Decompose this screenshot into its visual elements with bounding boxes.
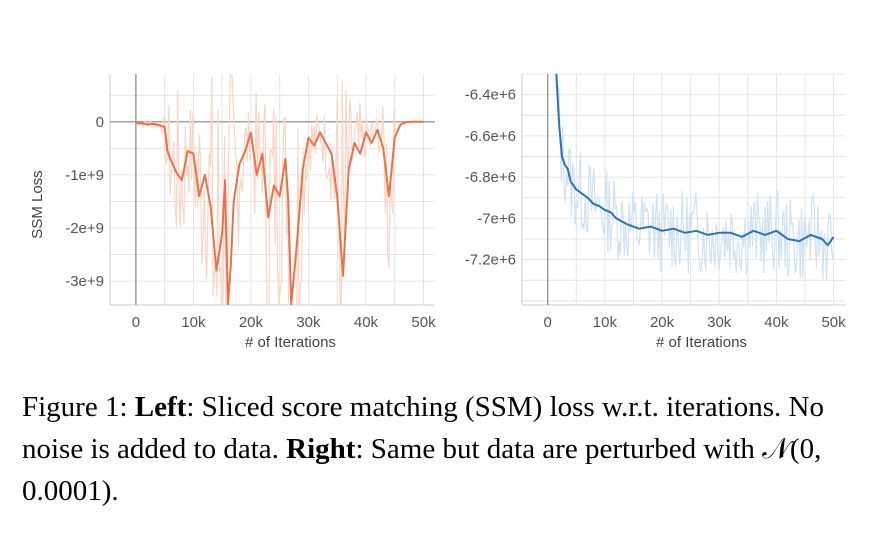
left-xtick-label: 40k — [354, 314, 379, 331]
right-xtick-label: 10k — [593, 314, 618, 331]
right-ytick-label: -6.6e+6 — [465, 128, 516, 145]
right-xtick-label: 40k — [764, 314, 789, 331]
right-x-axis-label: # of Iterations — [656, 334, 747, 351]
right-ytick-label: -7e+6 — [477, 210, 516, 227]
left-smoothed-series-line — [135, 120, 424, 305]
left-xtick-label: 20k — [239, 314, 264, 331]
left-ytick-label: -2e+9 — [65, 220, 104, 237]
caption-prefix: Figure 1: — [22, 391, 135, 423]
right-plot-area — [555, 74, 835, 281]
caption-math: 𝒩(0, 0.0001). — [22, 433, 822, 507]
right-smoothed-series-line — [555, 74, 835, 247]
right-ytick-label: -7.2e+6 — [465, 252, 516, 269]
left-xtick-label: 50k — [411, 314, 436, 331]
caption-left-text: : Sliced score matching (SSM) loss w.r.t… — [22, 391, 824, 465]
left-x-axis-label: # of Iterations — [245, 334, 336, 351]
right-xtick-label: 0 — [544, 314, 552, 331]
right-raw-series-line — [556, 74, 834, 281]
right-ytick-label: -6.8e+6 — [465, 169, 516, 186]
caption-right-label: Right — [286, 433, 356, 465]
right-chart: 0 10k 20k 30k 40k 50k -6.4e+6 -6.6e+6 -6.8e+6 -7e… — [465, 73, 846, 351]
left-y-axis-label: SSM Loss — [29, 170, 46, 238]
right-ytick-label: -6.4e+6 — [465, 87, 516, 104]
charts-figure: 0 10k 20k 30k 40k 50k 0 -1e+9 -2e+9 -3e+9 # of Ite… — [29, 73, 846, 351]
left-xtick-label: 10k — [181, 314, 206, 331]
caption-right-text: : Same but data are perturbed with — [355, 433, 763, 465]
left-chart: 0 10k 20k 30k 40k 50k 0 -1e+9 -2e+9 -3e+9 # of Ite… — [29, 74, 436, 351]
left-xtick-label: 30k — [296, 314, 321, 331]
left-xtick-label: 0 — [132, 314, 140, 331]
left-plot-area — [135, 74, 424, 305]
caption-left-label: Left — [134, 391, 187, 423]
left-ytick-label: -3e+9 — [65, 273, 104, 290]
left-ytick-label: -1e+9 — [65, 167, 104, 184]
left-ytick-label: 0 — [96, 114, 104, 131]
right-xtick-label: 30k — [707, 314, 732, 331]
right-xtick-label: 50k — [821, 314, 846, 331]
figure-caption: Figure 1: Left: Sliced score matching (S… — [22, 386, 862, 512]
right-xtick-label: 20k — [650, 314, 675, 331]
